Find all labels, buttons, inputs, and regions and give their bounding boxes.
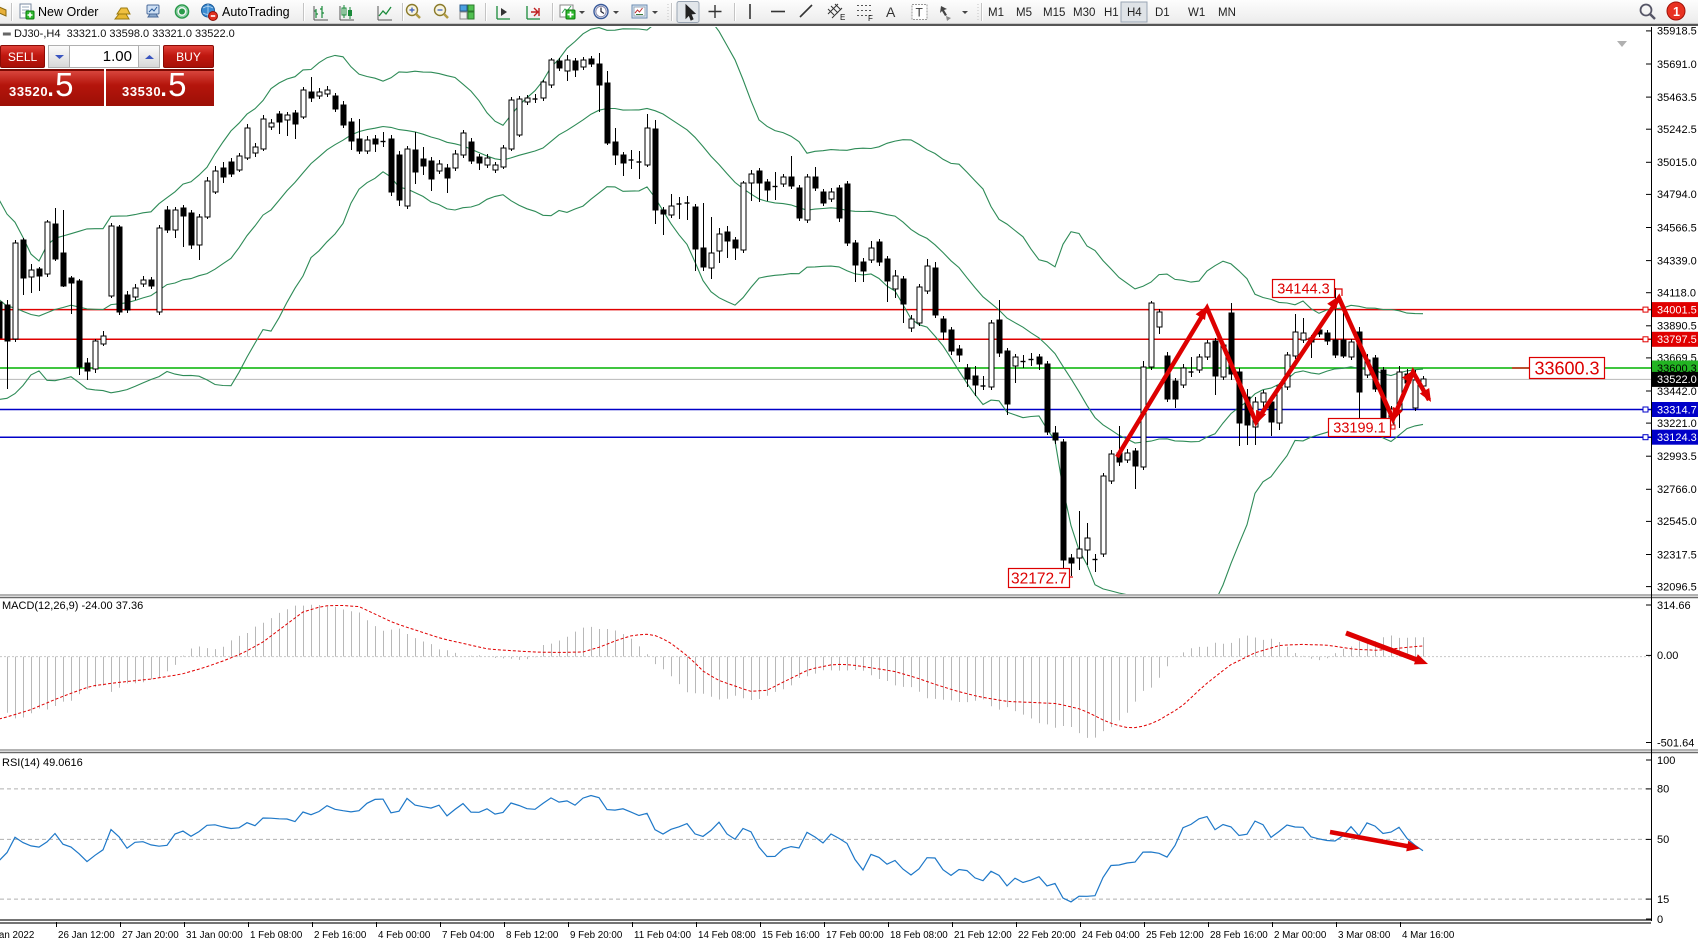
svg-text:2 Mar 00:00: 2 Mar 00:00 xyxy=(1274,930,1327,941)
svg-text:11 Feb 04:00: 11 Feb 04:00 xyxy=(634,930,692,941)
svg-text:34794.0: 34794.0 xyxy=(1657,189,1697,201)
svg-text:F: F xyxy=(868,14,873,23)
svg-text:A: A xyxy=(886,4,896,20)
svg-text:314.66: 314.66 xyxy=(1657,600,1691,612)
svg-text:32766.0: 32766.0 xyxy=(1657,484,1697,496)
svg-text:34566.5: 34566.5 xyxy=(1657,222,1697,234)
svg-text:M15: M15 xyxy=(1043,7,1065,19)
svg-text:33522.0: 33522.0 xyxy=(1657,374,1697,386)
svg-text:80: 80 xyxy=(1657,784,1669,796)
svg-text:-501.64: -501.64 xyxy=(1657,737,1694,749)
svg-text:34144.3: 34144.3 xyxy=(1277,282,1329,298)
svg-text:21 Feb 12:00: 21 Feb 12:00 xyxy=(954,930,1012,941)
svg-text:35015.0: 35015.0 xyxy=(1657,157,1697,169)
svg-text:33442.0: 33442.0 xyxy=(1657,386,1697,398)
svg-text:33314.7: 33314.7 xyxy=(1657,404,1697,416)
svg-text:100: 100 xyxy=(1657,755,1675,767)
svg-text:M30: M30 xyxy=(1073,7,1095,19)
svg-text:RSI(14) 49.0616: RSI(14) 49.0616 xyxy=(2,757,83,769)
svg-text:33797.5: 33797.5 xyxy=(1657,334,1697,346)
svg-text:34339.0: 34339.0 xyxy=(1657,255,1697,267)
svg-text:E: E xyxy=(840,13,845,22)
svg-text:35463.5: 35463.5 xyxy=(1657,92,1697,104)
svg-text:15: 15 xyxy=(1657,894,1669,906)
svg-text:50: 50 xyxy=(1657,834,1669,846)
svg-text:Jan 2022: Jan 2022 xyxy=(0,930,34,941)
svg-text:34118.0: 34118.0 xyxy=(1657,288,1696,300)
svg-text:T: T xyxy=(916,6,924,20)
svg-text:25 Feb 12:00: 25 Feb 12:00 xyxy=(1146,930,1204,941)
svg-text:33600.3: 33600.3 xyxy=(1657,363,1697,375)
svg-text:3 Mar 08:00: 3 Mar 08:00 xyxy=(1338,930,1391,941)
svg-text:W1: W1 xyxy=(1188,7,1205,19)
svg-text:33221.0: 33221.0 xyxy=(1657,418,1697,430)
svg-text:33199.1: 33199.1 xyxy=(1333,421,1385,437)
svg-text:32545.0: 32545.0 xyxy=(1657,516,1697,528)
svg-text:15 Feb 16:00: 15 Feb 16:00 xyxy=(762,930,820,941)
svg-text:4 Mar 16:00: 4 Mar 16:00 xyxy=(1402,930,1455,941)
svg-text:AutoTrading: AutoTrading xyxy=(222,5,290,19)
svg-text:32096.5: 32096.5 xyxy=(1657,581,1697,593)
svg-text:33600.3: 33600.3 xyxy=(1534,358,1599,378)
svg-text:H4: H4 xyxy=(1127,7,1142,19)
svg-text:32993.5: 32993.5 xyxy=(1657,451,1697,463)
svg-text:22 Feb 20:00: 22 Feb 20:00 xyxy=(1018,930,1076,941)
svg-text:33124.3: 33124.3 xyxy=(1657,432,1697,444)
svg-text:2 Feb 16:00: 2 Feb 16:00 xyxy=(314,930,367,941)
svg-text:35242.5: 35242.5 xyxy=(1657,124,1697,136)
svg-text:1 Feb 08:00: 1 Feb 08:00 xyxy=(250,930,303,941)
svg-text:35691.0: 35691.0 xyxy=(1657,59,1697,71)
svg-text:DJ30-,H4 33321.0 33598.0 3332: DJ30-,H4 33321.0 33598.0 33321.0 33522.0 xyxy=(14,28,235,40)
svg-text:8 Feb 12:00: 8 Feb 12:00 xyxy=(506,930,559,941)
svg-text:4 Feb 00:00: 4 Feb 00:00 xyxy=(378,930,431,941)
svg-text:M1: M1 xyxy=(988,7,1004,19)
svg-text:24 Feb 04:00: 24 Feb 04:00 xyxy=(1082,930,1140,941)
svg-text:28 Feb 16:00: 28 Feb 16:00 xyxy=(1210,930,1268,941)
svg-text:1: 1 xyxy=(1673,5,1680,19)
svg-text:17 Feb 00:00: 17 Feb 00:00 xyxy=(826,930,884,941)
svg-text:34001.5: 34001.5 xyxy=(1657,304,1697,316)
svg-text:32172.7: 32172.7 xyxy=(1011,571,1067,588)
svg-text:32317.5: 32317.5 xyxy=(1657,549,1697,561)
svg-text:D1: D1 xyxy=(1155,7,1170,19)
svg-text:33890.5: 33890.5 xyxy=(1657,321,1697,333)
svg-text:▂: ▂ xyxy=(2,25,11,36)
svg-text:35918.5: 35918.5 xyxy=(1657,26,1697,38)
svg-text:M5: M5 xyxy=(1016,7,1032,19)
svg-text:MN: MN xyxy=(1218,7,1236,19)
svg-text:27 Jan 20:00: 27 Jan 20:00 xyxy=(122,930,179,941)
svg-text:New Order: New Order xyxy=(38,5,98,19)
svg-text:31 Jan 00:00: 31 Jan 00:00 xyxy=(186,930,243,941)
svg-text:0: 0 xyxy=(1657,914,1663,926)
svg-text:H1: H1 xyxy=(1104,7,1119,19)
svg-text:0.00: 0.00 xyxy=(1657,650,1678,662)
svg-text:MACD(12,26,9) -24.00 37.36: MACD(12,26,9) -24.00 37.36 xyxy=(2,600,143,612)
svg-text:9 Feb 20:00: 9 Feb 20:00 xyxy=(570,930,623,941)
svg-text:7 Feb 04:00: 7 Feb 04:00 xyxy=(442,930,495,941)
svg-text:18 Feb 08:00: 18 Feb 08:00 xyxy=(890,930,948,941)
svg-text:26 Jan 12:00: 26 Jan 12:00 xyxy=(58,930,115,941)
svg-text:14 Feb 08:00: 14 Feb 08:00 xyxy=(698,930,756,941)
